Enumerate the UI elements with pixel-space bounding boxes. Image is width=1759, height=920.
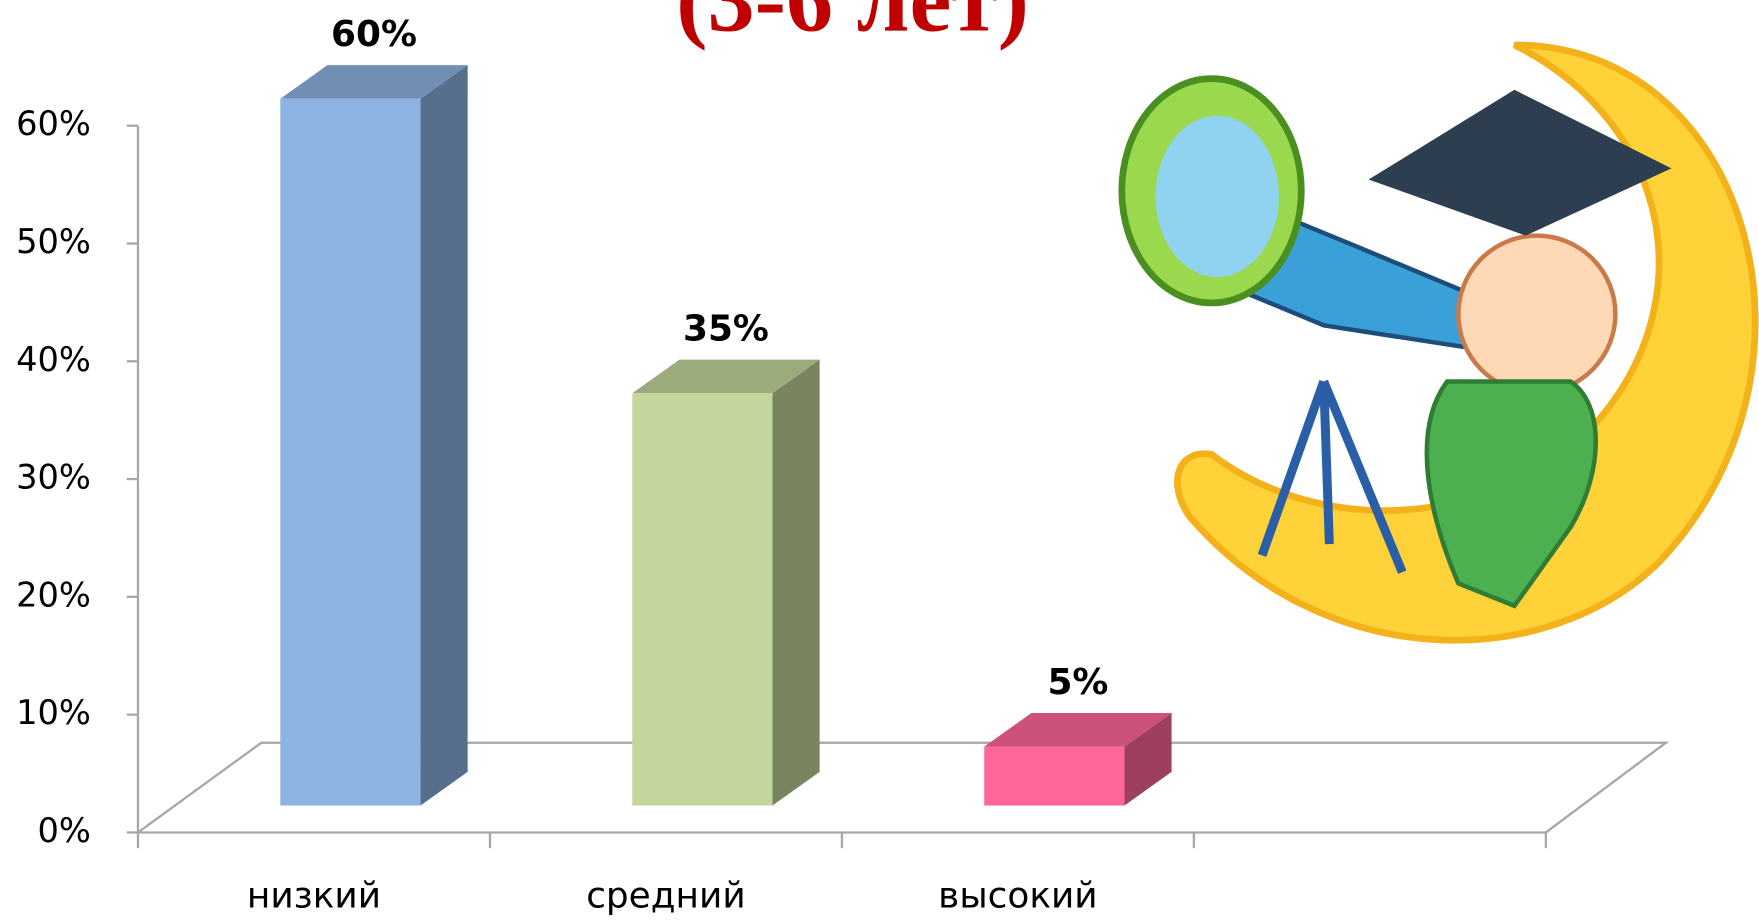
value-label: 60%: [331, 14, 417, 55]
bar-top: [984, 712, 1172, 747]
moon: [1174, 41, 1759, 644]
tripod-leg: [1319, 379, 1407, 574]
bar: [984, 746, 1125, 806]
y-tick-label: 10%: [16, 693, 91, 732]
floor: [134, 741, 1670, 834]
tripod-leg: [1319, 381, 1334, 545]
lens-glass: [1155, 115, 1279, 278]
boy-body: [1424, 379, 1599, 609]
bar-top: [280, 65, 468, 99]
bar-side: [1124, 712, 1172, 806]
x-tick-label: высокий: [938, 876, 1097, 917]
y-tick-label: 60%: [16, 104, 91, 143]
x-tick-label: низкий: [247, 876, 381, 917]
value-label: 5%: [1047, 662, 1108, 703]
chart-title: (3-6 лет): [676, 0, 1029, 52]
y-tick-label: 0%: [37, 811, 90, 850]
x-tick-label: средний: [586, 876, 745, 917]
illustration: [1118, 41, 1759, 644]
cap: [1368, 89, 1672, 236]
y-tick-label: 50%: [16, 222, 91, 261]
value-label: 35%: [683, 308, 769, 349]
bar: [280, 98, 421, 806]
y-tick-label: 40%: [16, 340, 91, 379]
y-tick-label: 30%: [16, 458, 91, 497]
boy-head: [1456, 233, 1618, 395]
bar-top: [632, 359, 820, 394]
y-tick-label: 20%: [16, 575, 91, 614]
bar-side: [772, 359, 820, 806]
bar-side: [420, 65, 468, 806]
bar: [632, 393, 773, 806]
tripod-leg: [1257, 379, 1328, 557]
